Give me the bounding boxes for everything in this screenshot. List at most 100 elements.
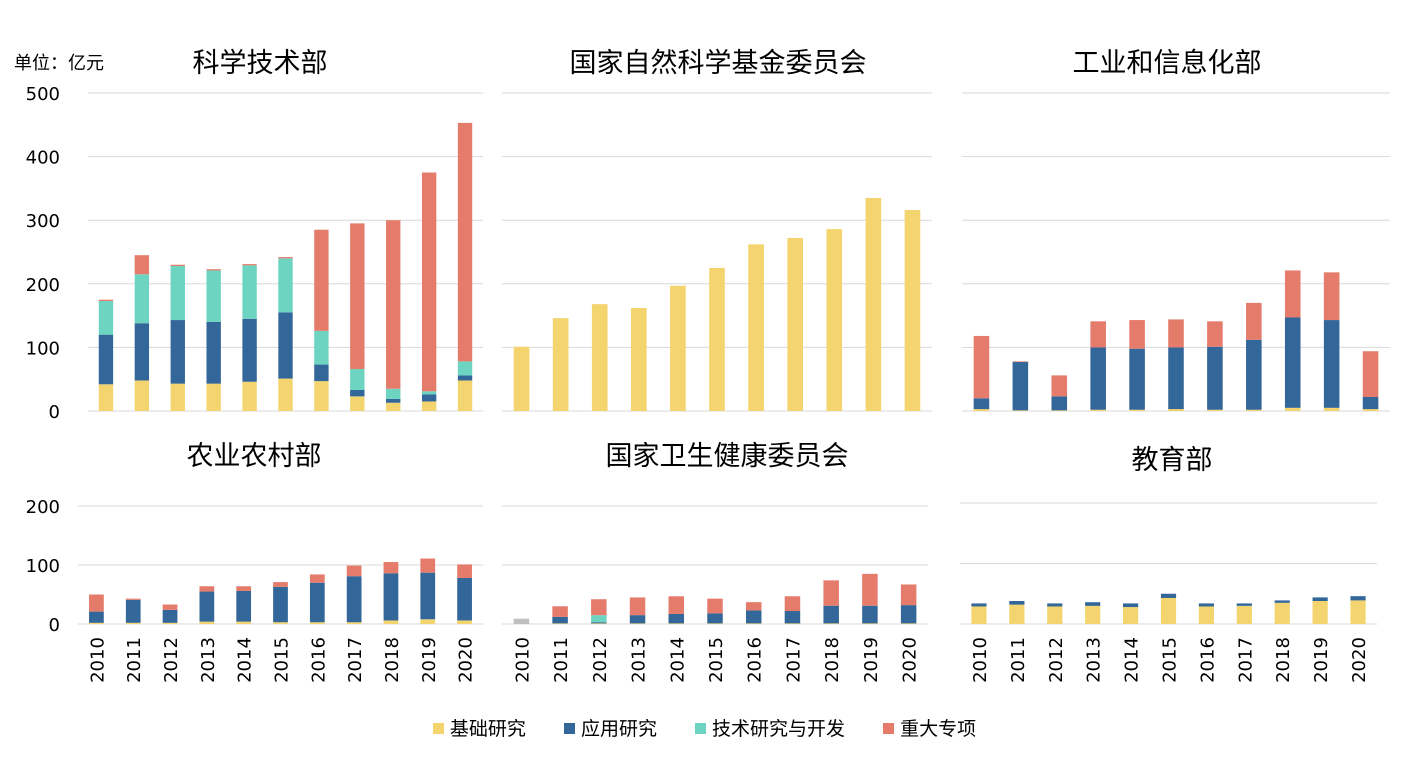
bar-segment	[1246, 302, 1262, 340]
bar-segment	[457, 564, 472, 578]
bar-segment	[552, 318, 569, 411]
bar-segment	[1090, 347, 1106, 410]
bar-segment	[236, 621, 252, 624]
bar-segment	[457, 375, 473, 381]
bar-segment	[1246, 409, 1262, 411]
bar-segment	[309, 622, 325, 624]
x-tick-label: 2013	[198, 637, 219, 683]
bar-segment	[1051, 396, 1068, 411]
bar-segment	[346, 576, 362, 623]
bar-segment	[1090, 321, 1106, 348]
bar-segment	[787, 238, 803, 411]
bar-segment	[823, 605, 839, 624]
bar-segment	[591, 622, 607, 624]
x-tick-label: 2010	[87, 637, 108, 683]
bar-segment	[278, 257, 293, 259]
y-tick-label: 500	[26, 84, 60, 105]
bar-segment	[1160, 597, 1177, 624]
bar-segment	[826, 229, 843, 411]
legend: 基础研究 应用研究 技术研究与开发 重大专项	[0, 714, 1409, 741]
bar-segment	[386, 402, 401, 411]
bar-segment	[900, 605, 917, 624]
bar-segment	[420, 558, 436, 573]
bar-segment	[199, 621, 215, 624]
x-tick-label: 2012	[1046, 637, 1067, 683]
bar-segment	[591, 615, 607, 623]
bar-segment	[971, 606, 987, 624]
x-tick-label: 2014	[235, 637, 256, 683]
bar-segment	[170, 264, 185, 266]
y-tick-label: 300	[26, 211, 60, 232]
bar-segment	[1129, 348, 1145, 410]
bar-segment	[386, 398, 401, 403]
bar-segment	[421, 172, 437, 392]
bar-segment	[784, 596, 801, 612]
bar-segment	[552, 616, 568, 624]
bar-segment	[591, 623, 607, 624]
bar-segment	[206, 270, 221, 322]
bar-segment	[170, 265, 185, 321]
bar-segment	[1090, 409, 1106, 411]
bar-segment	[1047, 606, 1063, 624]
bar-segment	[199, 586, 215, 592]
bar-segment	[98, 384, 114, 411]
bar-segment	[823, 623, 839, 624]
bar-segment	[273, 622, 288, 624]
bar-segment	[1009, 601, 1025, 605]
bar-segment	[629, 597, 646, 616]
bar-segment	[1198, 603, 1214, 607]
bar-segment	[242, 318, 257, 382]
bar-segment	[457, 122, 473, 362]
bar-segment	[1198, 606, 1214, 624]
bar-segment	[1123, 603, 1139, 608]
bar-segment	[125, 622, 141, 624]
bar-segment	[631, 307, 647, 411]
bar-segment	[973, 398, 990, 410]
bar-segment	[1207, 409, 1223, 411]
bar-segment	[1168, 409, 1184, 411]
bar-segment	[199, 591, 215, 622]
x-tick-label: 2017	[345, 637, 366, 683]
bar-segment	[457, 380, 473, 411]
legend-swatch	[883, 723, 895, 734]
legend-label: 基础研究	[449, 718, 526, 740]
bar-segment	[134, 323, 150, 381]
bar-segment	[206, 269, 221, 271]
bar-segment	[89, 611, 104, 623]
bar-segment	[457, 577, 472, 621]
bar-segment	[350, 369, 365, 391]
bar-segment	[236, 590, 252, 622]
bar-segment	[383, 620, 399, 624]
bar-segment	[973, 409, 990, 411]
y-tick-label: 400	[26, 148, 60, 169]
bar-segment	[1246, 339, 1262, 410]
bar-segment	[125, 599, 141, 623]
bar-segment	[350, 390, 365, 397]
bar-segment	[278, 312, 293, 379]
bar-segment	[242, 381, 257, 411]
x-tick-label: 2018	[1273, 637, 1294, 683]
legend-item-tech-dev: 技术研究与开发	[695, 714, 845, 741]
x-tick-label: 2014	[667, 637, 688, 683]
x-tick-label: 2017	[783, 637, 804, 683]
bar-segment	[242, 264, 257, 266]
bar-segment	[1274, 602, 1290, 624]
bar-segment	[383, 573, 399, 621]
bar-segment	[1312, 597, 1328, 602]
bar-segment	[421, 394, 437, 402]
bar-segment	[386, 220, 401, 389]
bar-segment	[552, 606, 568, 617]
bar-segment	[707, 598, 723, 614]
bar-segment	[457, 361, 473, 376]
bar-segment	[862, 573, 878, 606]
bar-segment	[862, 605, 878, 624]
bar-segment	[668, 596, 685, 614]
bar-segment	[346, 565, 362, 577]
x-tick-label: 2020	[1349, 637, 1370, 683]
bar-segment	[591, 304, 608, 411]
y-tick-label: 200	[26, 275, 60, 296]
bar-segment	[1009, 604, 1025, 624]
legend-label: 重大专项	[900, 718, 977, 740]
bar-segment	[1123, 607, 1139, 624]
bar-segment	[900, 584, 917, 606]
